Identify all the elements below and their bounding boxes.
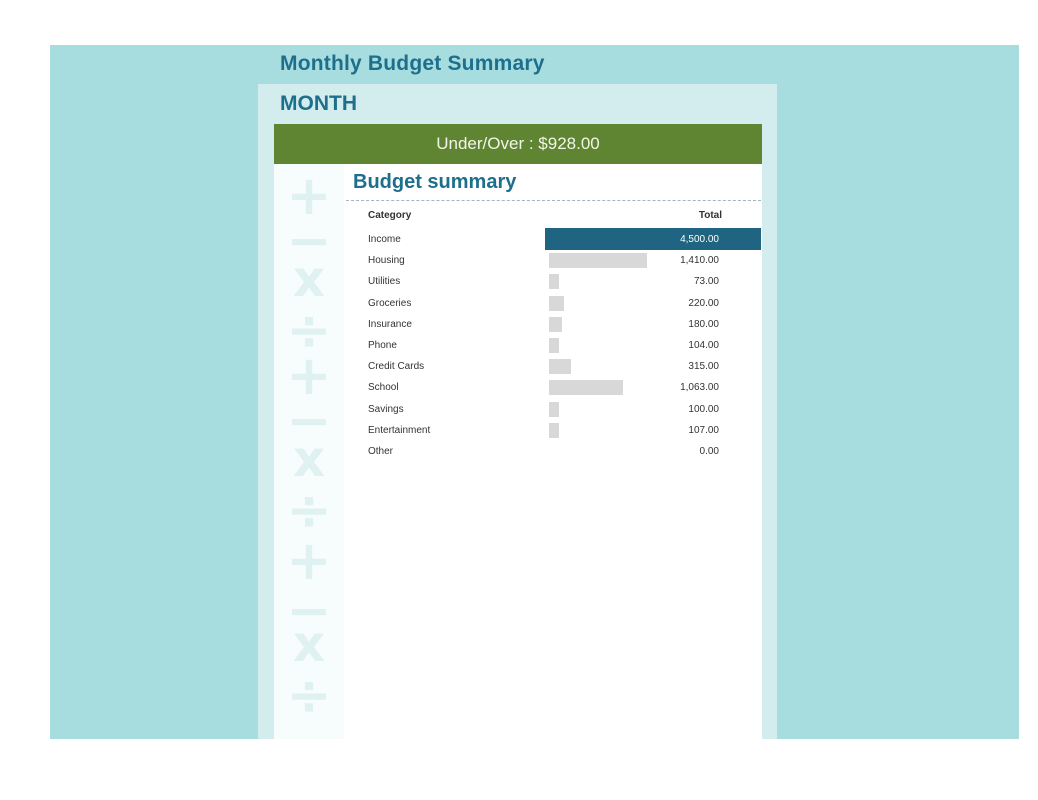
row-total: 107.00 (688, 424, 719, 436)
divide-icon: ÷ (286, 664, 332, 727)
minus-icon: − (286, 389, 332, 452)
summary-title: Budget summary (353, 171, 517, 193)
under-over-banner: Under/Over : $928.00 (274, 124, 762, 164)
budget-sheet (274, 124, 762, 739)
row-total: 180.00 (688, 318, 719, 330)
row-category: Phone (368, 340, 397, 351)
row-category: Housing (368, 255, 405, 267)
row-total: 220.00 (688, 297, 719, 309)
row-category: Income (368, 234, 401, 245)
value-bar (549, 338, 559, 353)
plus-icon: + (286, 164, 332, 227)
times-icon: x (292, 430, 326, 488)
row-category: Credit Cards (368, 361, 425, 373)
value-bar (549, 295, 564, 311)
times-icon: x (292, 615, 326, 673)
row-total: 315.00 (688, 361, 719, 373)
plus-icon: + (286, 529, 332, 592)
value-bar (549, 253, 647, 269)
value-bar (549, 380, 623, 396)
times-icon: x (292, 250, 326, 308)
row-category: Groceries (368, 297, 412, 309)
plus-icon: + (286, 344, 332, 407)
row-category: Other (368, 446, 394, 457)
minus-icon: − (286, 579, 332, 642)
value-bar (549, 401, 559, 417)
row-total: 1,063.00 (680, 382, 719, 394)
value-bar (549, 274, 559, 290)
row-total: 100.00 (688, 403, 719, 415)
category-header: Category (368, 210, 412, 221)
row-category: Savings (368, 403, 404, 415)
row-total: 4,500.00 (680, 234, 719, 245)
minus-icon: − (286, 209, 332, 272)
row-category: Utilities (368, 276, 401, 288)
month-label: MONTH (280, 92, 357, 115)
row-category: Entertainment (368, 424, 431, 436)
row-total: 73.00 (693, 276, 719, 288)
row-total: 0.00 (699, 446, 719, 457)
value-bar (545, 228, 761, 250)
page-title: Monthly Budget Summary (280, 52, 545, 75)
value-bar (549, 422, 559, 438)
divide-icon: ÷ (286, 299, 332, 362)
total-header: Total (698, 210, 722, 221)
value-bar (549, 359, 571, 375)
row-category: School (368, 382, 399, 394)
row-category: Insurance (368, 318, 412, 330)
summary-divider (346, 200, 761, 201)
math-symbols-decoration: + − x ÷ + − x ÷ + − x ÷ (274, 164, 344, 739)
row-total: 1,410.00 (680, 255, 719, 267)
under-over-text: Under/Over : $928.00 (436, 134, 600, 153)
value-bar (549, 316, 562, 332)
row-total: 104.00 (688, 340, 719, 351)
divide-icon: ÷ (286, 479, 332, 542)
